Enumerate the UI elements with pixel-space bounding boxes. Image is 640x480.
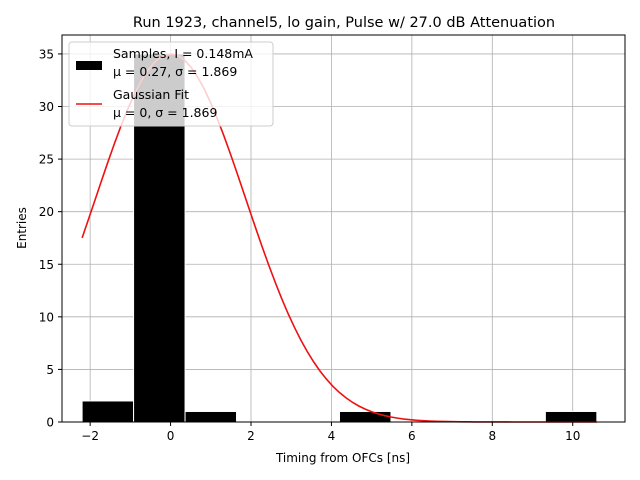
y-tick-label: 10 xyxy=(39,310,54,324)
y-tick-label: 30 xyxy=(39,100,54,114)
legend-fit-stats: μ = 0, σ = 1.869 xyxy=(113,105,217,120)
y-axis-label: Entries xyxy=(15,207,29,249)
x-tick-label: 4 xyxy=(328,429,336,443)
chart-title: Run 1923, channel5, lo gain, Pulse w/ 27… xyxy=(133,15,555,31)
legend-box xyxy=(68,41,274,127)
y-tick-label: 5 xyxy=(46,363,54,377)
histogram-bar xyxy=(544,410,598,423)
y-tick-label: 25 xyxy=(39,153,54,167)
y-tick-label: 0 xyxy=(46,416,54,430)
x-tick-label: 6 xyxy=(408,429,416,443)
histogram-bar xyxy=(338,410,392,423)
y-tick-label: 15 xyxy=(39,258,54,272)
x-tick-label: −2 xyxy=(81,429,99,443)
histogram-bar xyxy=(184,410,238,423)
y-tick-label: 20 xyxy=(39,205,54,219)
y-tick-label: 35 xyxy=(39,47,54,61)
x-axis-ticks: −2 0 2 4 6 8 10 xyxy=(81,422,580,443)
histogram-bar xyxy=(81,400,135,423)
x-tick-label: 8 xyxy=(488,429,496,443)
legend-fit-label: Gaussian Fit xyxy=(113,87,189,102)
plot-area-frame xyxy=(61,34,626,423)
legend-samples-stats: μ = 0.27, σ = 1.869 xyxy=(113,64,237,79)
legend-samples-label: Samples, I = 0.148mA xyxy=(113,46,253,61)
x-tick-label: 10 xyxy=(565,429,580,443)
legend: Samples, I = 0.148mA μ = 0.27, σ = 1.869… xyxy=(68,41,274,127)
legend-samples-patch xyxy=(76,61,102,70)
x-tick-label: 2 xyxy=(247,429,255,443)
x-axis-label: Timing from OFCs [ns] xyxy=(275,451,410,465)
y-axis-ticks: 0 5 10 15 20 25 30 35 xyxy=(39,47,62,430)
x-tick-label: 0 xyxy=(167,429,175,443)
